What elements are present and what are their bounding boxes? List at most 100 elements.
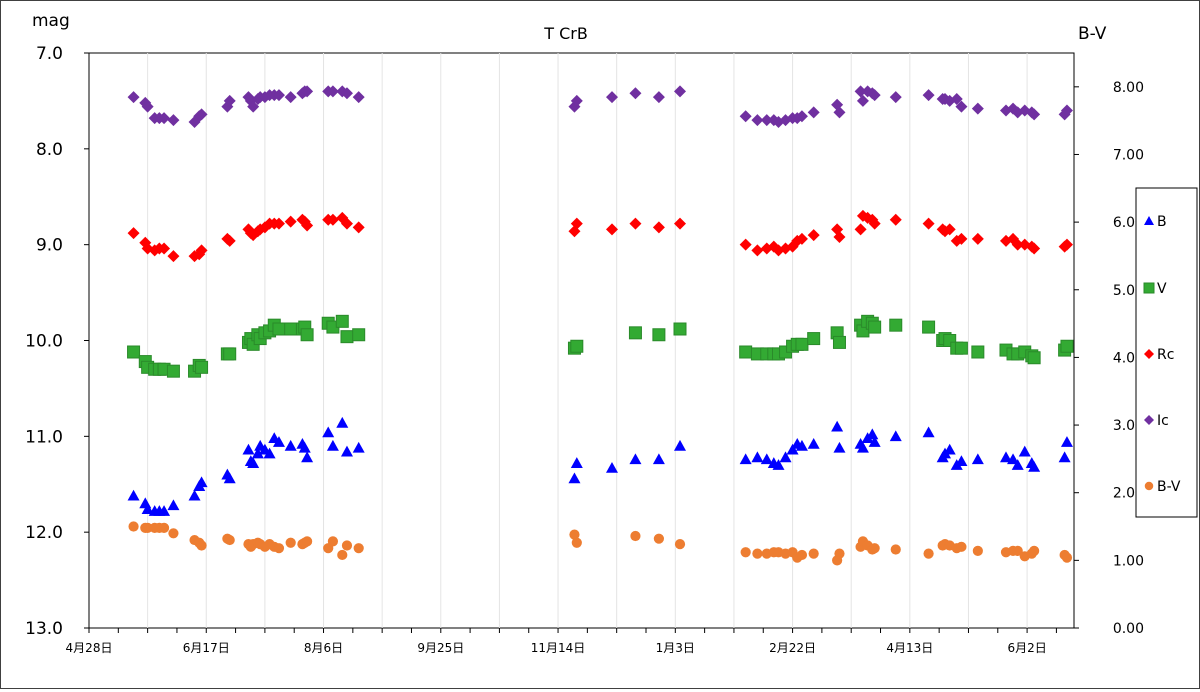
point-rc: [629, 217, 642, 230]
point-ic: [127, 91, 140, 104]
point-v: [166, 364, 180, 378]
legend-label-v: V: [1157, 281, 1167, 297]
point-ic: [272, 89, 285, 102]
point-b-v: [273, 543, 285, 554]
point-b: [807, 438, 820, 449]
point-rc: [195, 244, 208, 257]
point-v: [889, 318, 903, 332]
point-b: [568, 472, 581, 484]
point-b-v: [1012, 545, 1023, 556]
point-ic: [301, 85, 314, 98]
point-b: [188, 489, 201, 501]
point-b-v: [302, 536, 313, 547]
point-b: [955, 455, 968, 467]
point-ic: [739, 110, 752, 123]
point-ic: [167, 114, 180, 127]
x-tick-label: 9月25日: [417, 641, 464, 655]
y-right-tick-label: 7.00: [1113, 147, 1144, 163]
legend-label-ic: Ic: [1157, 413, 1169, 429]
point-b: [971, 453, 984, 465]
point-b-v: [972, 545, 983, 556]
point-b: [301, 451, 314, 463]
legend-marker-ic: [1144, 415, 1154, 425]
point-v: [652, 328, 666, 342]
point-b-v: [224, 534, 235, 546]
point-b-v: [142, 522, 153, 533]
point-b-v: [740, 547, 751, 558]
point-b-v: [337, 549, 348, 561]
point-rc: [807, 229, 820, 242]
point-ic: [652, 91, 665, 104]
point-rc: [167, 250, 180, 263]
point-b: [195, 476, 208, 488]
point-ic: [1028, 108, 1041, 121]
x-tick-label: 11月14日: [531, 641, 586, 655]
y-right-tick-label: 0.00: [1113, 621, 1144, 637]
point-b: [831, 420, 844, 432]
point-b: [158, 505, 171, 516]
point-b-v: [630, 530, 641, 542]
point-rc: [284, 215, 297, 228]
point-ic: [807, 106, 820, 119]
point-b: [340, 445, 353, 457]
point-ic: [605, 91, 618, 104]
point-v: [195, 360, 209, 374]
legend-label-b: B: [1157, 214, 1167, 230]
point-b: [1018, 445, 1031, 457]
legend-marker-b: [1144, 216, 1154, 225]
point-ic: [856, 94, 869, 107]
point-v: [300, 328, 314, 342]
point-b: [856, 441, 869, 453]
y-left-tick-label: 10.0: [25, 332, 63, 352]
point-b: [1028, 461, 1041, 472]
point-ic: [971, 102, 984, 115]
point-b: [352, 441, 365, 453]
point-rc: [158, 242, 171, 255]
point-v: [284, 322, 298, 336]
point-v: [127, 345, 141, 359]
point-b: [570, 457, 583, 468]
point-rc: [943, 223, 956, 236]
point-b: [751, 451, 764, 463]
point-ic: [950, 93, 963, 105]
point-rc: [1011, 238, 1024, 251]
y-left-axis-label: mag: [32, 11, 70, 31]
point-b: [298, 441, 311, 453]
point-b-v: [752, 548, 763, 559]
point-b: [284, 439, 297, 451]
point-rc: [971, 232, 984, 245]
point-ic: [158, 112, 171, 125]
point-b: [868, 436, 881, 447]
point-v: [340, 330, 354, 344]
point-v: [971, 345, 985, 359]
point-rc: [652, 221, 665, 234]
series-rc: [127, 209, 1073, 263]
point-b: [247, 457, 260, 468]
point-ic: [1060, 104, 1073, 117]
point-b: [674, 439, 686, 451]
point-rc: [795, 232, 808, 245]
point-b-v: [956, 541, 967, 552]
series-b-v: [128, 521, 1073, 566]
legend-marker-rc: [1144, 349, 1154, 359]
point-b-v: [653, 533, 664, 544]
legend-label-rc: Rc: [1157, 347, 1174, 363]
point-v: [673, 322, 687, 336]
point-ic: [889, 91, 902, 104]
point-v: [223, 347, 237, 361]
point-v: [922, 320, 936, 334]
point-ic: [570, 94, 583, 107]
point-b-v: [808, 548, 819, 559]
point-rc: [326, 213, 339, 226]
chart-title: T CrB: [543, 24, 588, 43]
y-right-tick-label: 8.00: [1113, 80, 1144, 96]
point-ic: [284, 91, 297, 104]
point-b-v: [571, 537, 582, 548]
point-b-v: [569, 529, 580, 540]
point-b: [326, 439, 339, 451]
point-rc: [854, 223, 867, 236]
point-ic: [195, 108, 208, 121]
point-b: [605, 461, 618, 473]
point-b: [263, 447, 276, 459]
